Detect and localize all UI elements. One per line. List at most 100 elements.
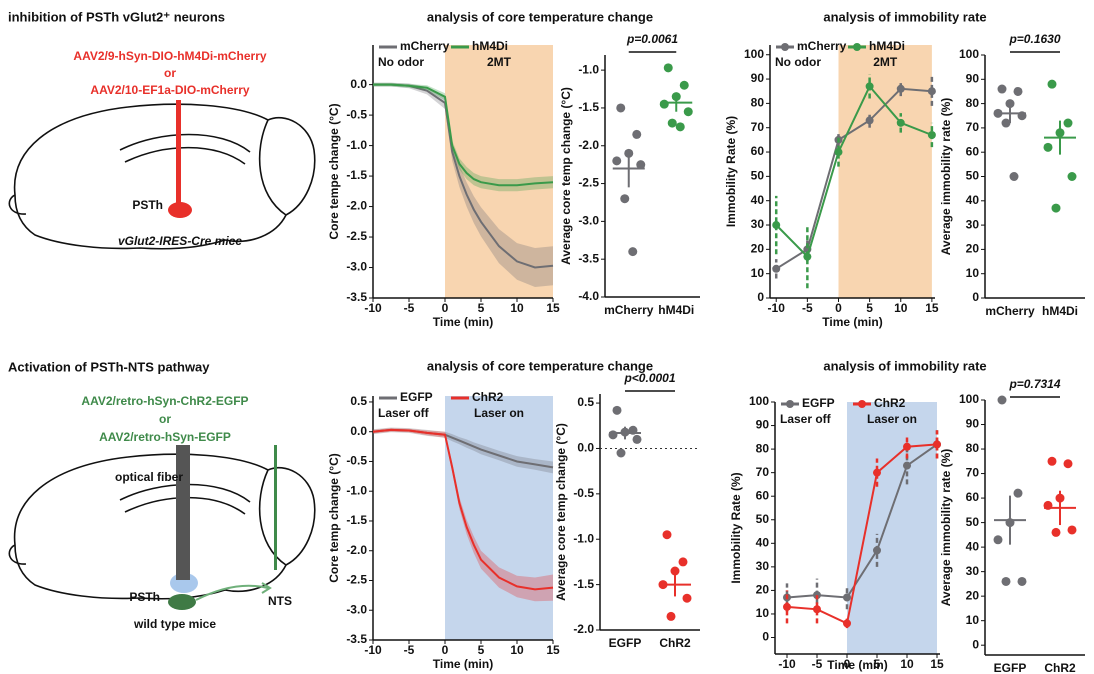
data-point [997, 395, 1007, 405]
y-tick-label: -2.0 [346, 543, 367, 557]
y-tick-label: -4.0 [578, 289, 599, 303]
y-tick-label: 30 [756, 559, 770, 573]
y-tick-label: -1.5 [578, 100, 599, 114]
y-tick-label: 0 [972, 637, 979, 651]
x-axis-label: Time (min) [822, 315, 882, 329]
psth-site [168, 594, 196, 610]
chart-title: analysis of core temperature change [427, 358, 653, 373]
y-tick-label: -2.0 [573, 622, 594, 636]
y-tick-label: 10 [756, 606, 770, 620]
legend-label: EGFP [400, 390, 433, 404]
region-label: Laser off [780, 412, 832, 426]
data-point [1047, 456, 1057, 466]
x-tick-label: 5 [478, 301, 485, 315]
x-tick-label: -5 [404, 301, 415, 315]
y-tick-label: 40 [751, 193, 765, 207]
legend-label: ChR2 [472, 390, 504, 404]
y-tick-label: 30 [966, 217, 980, 231]
x-tick-label: 10 [510, 643, 524, 657]
data-point [670, 566, 680, 576]
chart-title: analysis of immobility rate [823, 358, 986, 373]
x-tick-label: EGFP [994, 661, 1027, 674]
y-tick-label: 10 [966, 613, 980, 627]
region-label: No odor [378, 55, 424, 69]
x-tick-label: 10 [510, 301, 524, 315]
legend-marker [781, 43, 789, 51]
data-point [783, 602, 791, 611]
y-tick-label: 0.0 [350, 424, 367, 438]
y-tick-label: 50 [966, 169, 980, 183]
y-axis-label: Core temp change (°C) [327, 453, 341, 582]
y-tick-label: 60 [966, 490, 980, 504]
x-tick-label: ChR2 [1044, 661, 1076, 674]
x-tick-label: mCherry [604, 303, 654, 317]
x-tick-label: -10 [364, 643, 382, 657]
data-point [1063, 459, 1073, 469]
x-tick-label: 0 [442, 301, 449, 315]
region-label: PSTh [132, 198, 163, 212]
x-tick-label: 10 [900, 657, 914, 671]
data-point [679, 80, 689, 90]
y-tick-label: 50 [966, 515, 980, 529]
y-tick-label: 80 [751, 96, 765, 110]
data-point [865, 116, 874, 125]
data-point [663, 63, 673, 73]
data-point [813, 605, 821, 614]
y-tick-label: -3.5 [346, 290, 367, 304]
y-tick-label: 10 [751, 266, 765, 280]
region-label: 2MT [873, 55, 898, 69]
data-point [1009, 172, 1019, 181]
projection-arrow [195, 584, 269, 601]
data-point [772, 264, 781, 273]
y-tick-label: -3.0 [346, 260, 367, 274]
legend-label: hM4Di [472, 39, 508, 53]
data-point [678, 557, 688, 567]
x-tick-label: 5 [874, 657, 881, 671]
data-point [667, 118, 677, 128]
data-point [620, 194, 630, 204]
region-label: No odor [775, 55, 821, 69]
legend-label: mCherry [797, 39, 847, 53]
data-point [1001, 576, 1011, 586]
y-tick-label: -1.5 [346, 513, 367, 527]
p-value: p=0.7314 [1008, 377, 1060, 391]
y-tick-label: 0.0 [350, 77, 367, 91]
mouse-label: vGlut2-IRES-Cre mice [118, 234, 242, 248]
data-point [933, 440, 941, 449]
data-point [873, 546, 881, 555]
y-tick-label: -0.5 [346, 454, 367, 468]
y-tick-label: -2.0 [578, 138, 599, 152]
y-tick-label: 0.0 [577, 441, 594, 455]
x-tick-label: 10 [894, 301, 908, 315]
y-tick-label: -1.5 [573, 577, 594, 591]
data-point [659, 99, 669, 109]
y-tick-label: 20 [751, 242, 765, 256]
data-point [632, 434, 642, 444]
region-label: Laser off [378, 406, 430, 420]
y-tick-label: 100 [749, 394, 769, 408]
data-point [612, 156, 622, 166]
x-tick-label: 5 [478, 643, 485, 657]
data-point [896, 84, 905, 93]
data-point [1051, 527, 1061, 537]
y-tick-label: 80 [966, 441, 980, 455]
y-tick-label: -3.0 [346, 602, 367, 616]
y-tick-label: 10 [966, 266, 980, 280]
legend-marker [786, 400, 794, 408]
brain-outline [8, 103, 316, 250]
data-point [834, 148, 843, 157]
chart-title: analysis of core temperature change [427, 9, 653, 24]
error-band [373, 427, 553, 474]
shaded-region [445, 396, 553, 640]
data-point [903, 461, 911, 470]
x-tick-label: hM4Di [1042, 304, 1078, 318]
y-tick-label: 80 [966, 96, 980, 110]
y-tick-label: 40 [756, 535, 770, 549]
y-tick-label: 60 [751, 144, 765, 158]
x-tick-label: -10 [364, 301, 382, 315]
region-label: Laser on [474, 406, 524, 420]
x-tick-label: -5 [404, 643, 415, 657]
diagram-activation: Activation of PSTh-NTS pathway AAV2/retr… [8, 359, 316, 631]
y-axis-label: Core tempe change (°C) [327, 103, 341, 239]
y-tick-label: -3.5 [578, 251, 599, 265]
